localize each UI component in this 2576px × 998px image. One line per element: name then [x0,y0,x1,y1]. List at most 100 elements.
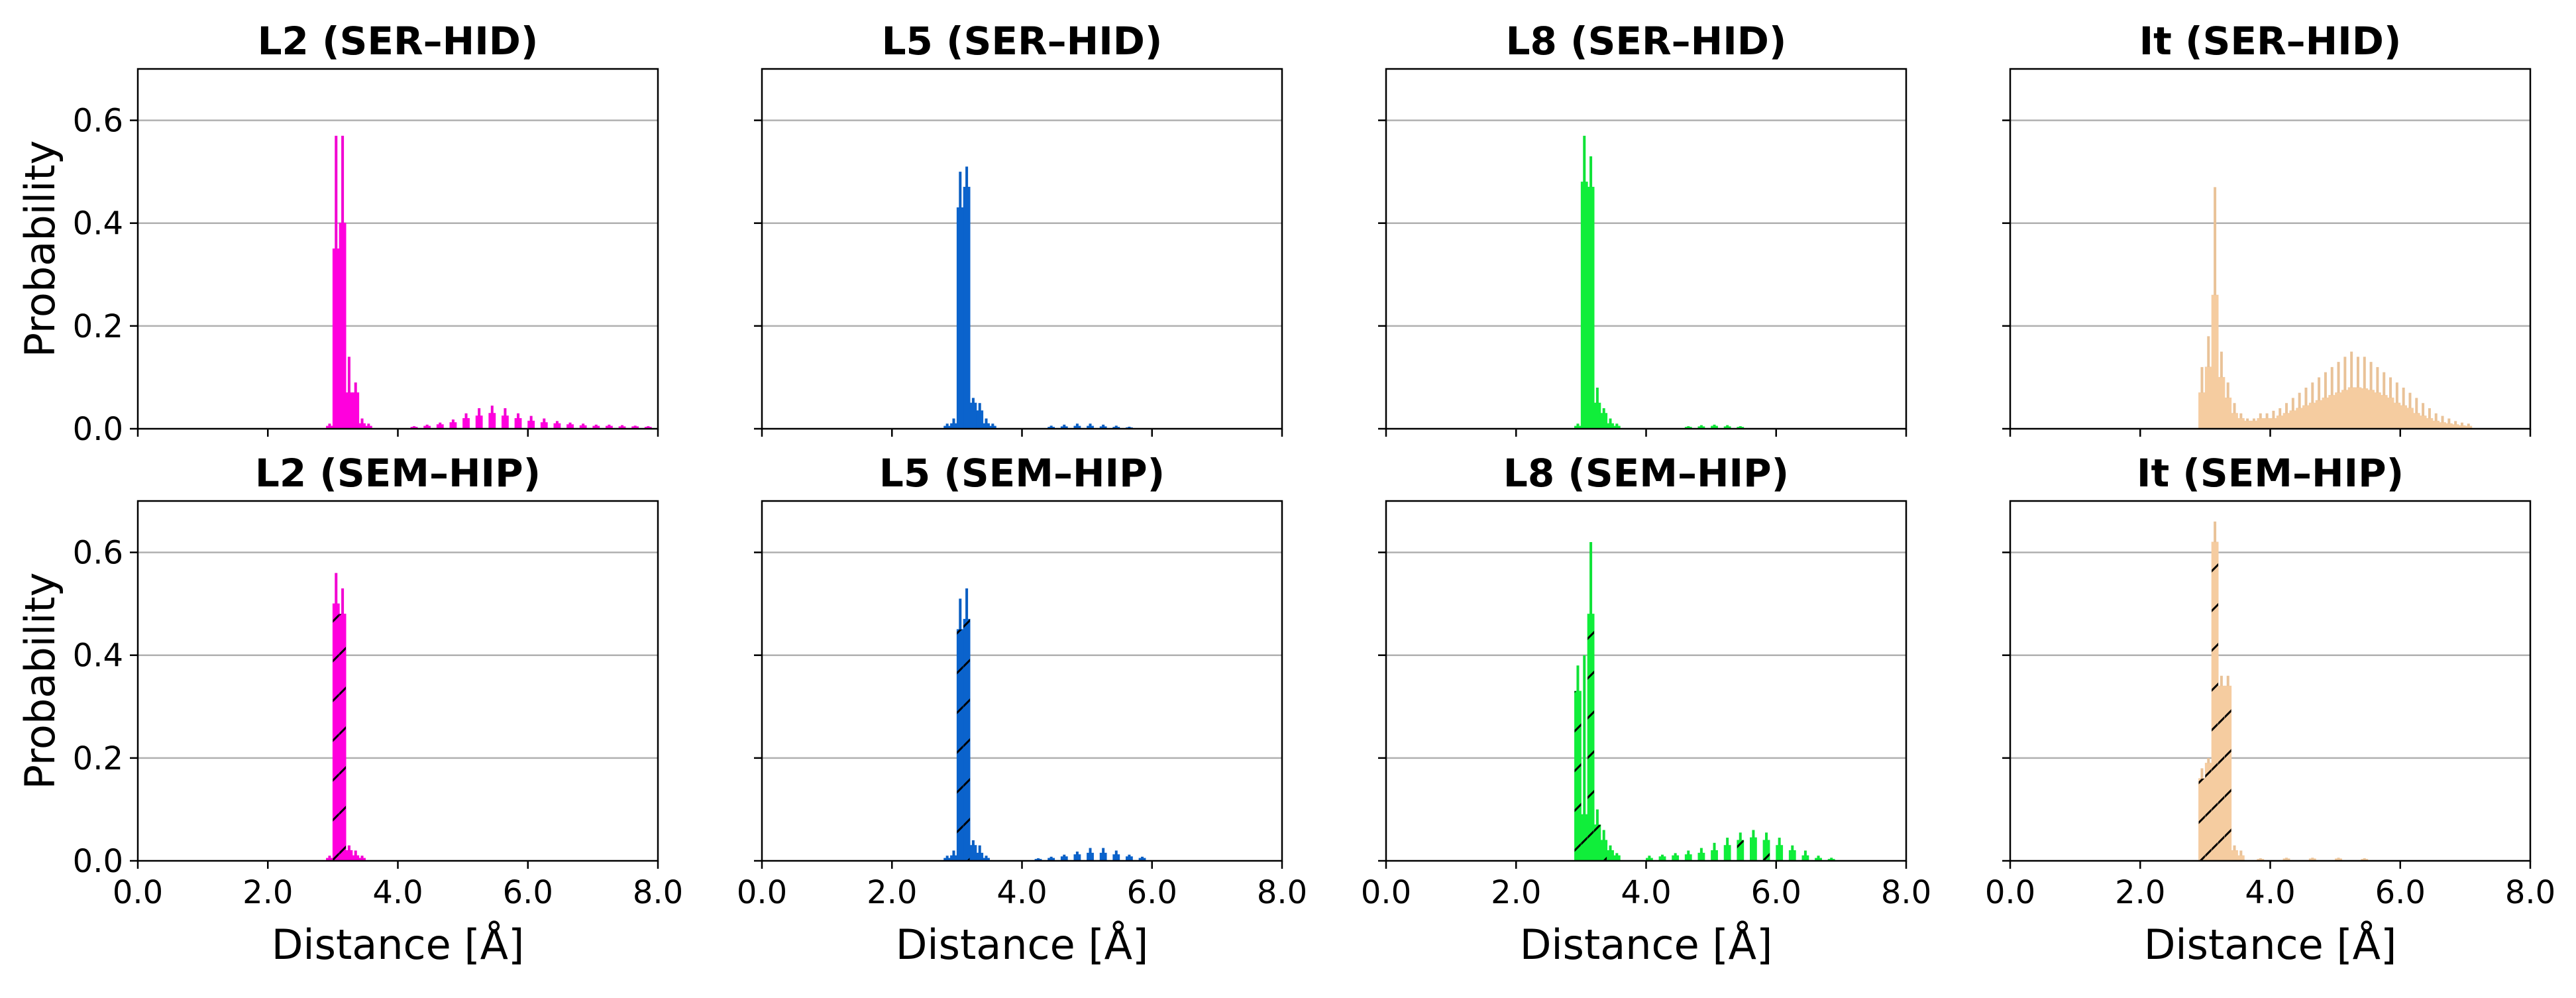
y-tick-label: 0.6 [73,535,123,572]
x-tick-label: 0.0 [1361,874,1411,911]
histogram-bar [475,416,483,429]
y-tick-label: 0.4 [73,205,123,243]
bar-hatch [1581,814,1588,861]
histogram-bar [2354,387,2362,429]
histogram-bar [2419,416,2427,429]
axes-frame [136,500,659,862]
histogram-bar [2237,417,2245,429]
panel-title: L2 (SEM–HIP) [255,451,541,496]
x-tick-label: 0.0 [113,874,163,911]
histogram-bar [2406,408,2414,429]
x-tick-label: 8.0 [633,874,683,911]
y-tick-label: 0.4 [73,638,123,675]
histogram-bar [2380,395,2388,429]
histogram-bar [339,223,347,429]
histogram-bar [462,417,470,429]
x-tick-label: 8.0 [2505,874,2555,911]
histogram-bar [2393,402,2401,429]
x-axis-label: Distance [Å] [1520,920,1773,969]
histogram-bar [2302,405,2310,429]
x-tick-label: 6.0 [503,874,553,911]
panel-5: L2 (SEM–HIP) 0.0 0.2 0.4 0.6 0.0 2.0 4.0 6.0 8.0 [73,451,684,911]
panel-1: L2 (SER–HID) 0.0 0.2 0.4 0.6 [73,19,659,448]
histogram-bar [2374,392,2381,429]
histogram-bar [2211,294,2219,429]
panel-3: L8 (SER–HID) [1378,19,1907,437]
histogram-bar [2322,397,2330,429]
histogram-bar [352,392,360,429]
x-tick-label: 0.0 [1985,874,2035,911]
axes-frame [136,68,659,430]
x-tick-label: 6.0 [2375,874,2426,911]
axes-frame [761,500,1283,862]
histogram-bar [2276,416,2284,429]
histogram-bar [2426,417,2434,429]
x-tick-label: 4.0 [996,874,1047,911]
y-tick-label: 0.0 [73,843,123,880]
histogram-bar [1600,413,1608,429]
bar-hatch [1574,691,1582,861]
histogram-bar [2328,395,2336,429]
x-tick-label: 8.0 [1881,874,1931,911]
histogram-bar [2218,376,2226,429]
histogram-bar [2335,392,2342,429]
histogram-bar [1580,182,1588,429]
x-tick-label: 6.0 [1751,874,1801,911]
panel-title: L2 (SER–HID) [258,19,539,64]
histogram-bar [976,410,984,429]
histogram-bar [488,413,496,429]
histogram-bar [449,422,457,429]
bar-hatch [1600,840,1607,861]
x-tick-label: 2.0 [867,874,917,911]
y-axis-label: Probability [16,573,64,790]
panel-6: L5 (SEM–HIP) 0.0 2.0 4.0 6.0 8.0 [737,451,1307,911]
histogram-bar [2296,408,2304,429]
x-tick-label: 2.0 [2115,874,2165,911]
panel-title: L5 (SEM–HIP) [879,451,1165,496]
x-tick-label: 2.0 [1491,874,1541,911]
bar-hatch [2205,763,2212,861]
bar-hatch [1594,824,1601,861]
histogram-bar [2231,413,2238,429]
x-tick-label: 6.0 [1127,874,1177,911]
panel-8: It (SEM–HIP) 0.0 2.0 4.0 6.0 8.0 [1985,451,2555,911]
histogram-bar [540,422,548,429]
y-tick-label: 0.6 [73,103,123,140]
bar-hatch [339,614,346,861]
figure-labels: Probability Distance [Å] Probability Distan… [16,140,2396,969]
x-tick-label: 8.0 [1257,874,1307,911]
histogram-bar [2400,405,2408,429]
histogram-bar [2387,397,2394,429]
histogram-bar [345,392,353,429]
panel-7: L8 (SEM–HIP) 0.0 2.0 4.0 6.0 8.0 [1361,451,1931,911]
panel-title: It (SER–HID) [2139,19,2402,64]
histogram-bar [2289,410,2297,429]
bar-hatch [2198,778,2206,861]
y-axis-label: Probability [16,140,64,358]
x-axis-label: Distance [Å] [272,920,525,969]
histogram-bar [1087,852,1094,861]
histogram-bar [1112,854,1120,861]
histogram-bar [956,207,964,429]
bar-hatch [1587,614,1594,861]
panel-4: It (SER–HID) [2002,19,2532,437]
histogram-bar [2308,402,2316,429]
bar-hatch [1763,840,1770,861]
histogram-bar [2282,413,2290,429]
x-axis-label: Distance [Å] [2144,920,2397,969]
histogram-bar [2361,388,2369,429]
axes-frame [761,68,1283,430]
histogram-bar [2367,390,2375,429]
bar-hatch [2224,686,2231,861]
panel-title: L8 (SEM–HIP) [1503,451,1789,496]
histogram-bar [976,852,984,861]
histogram-bar [2341,390,2349,429]
bar-hatch [2218,686,2225,861]
histogram-bar [1723,845,1731,861]
histogram-bar [332,249,340,429]
histogram-bar [2315,400,2323,429]
axes-frame [2009,500,2532,862]
histogram-bar [2439,422,2446,429]
histogram-bar [1607,850,1614,861]
